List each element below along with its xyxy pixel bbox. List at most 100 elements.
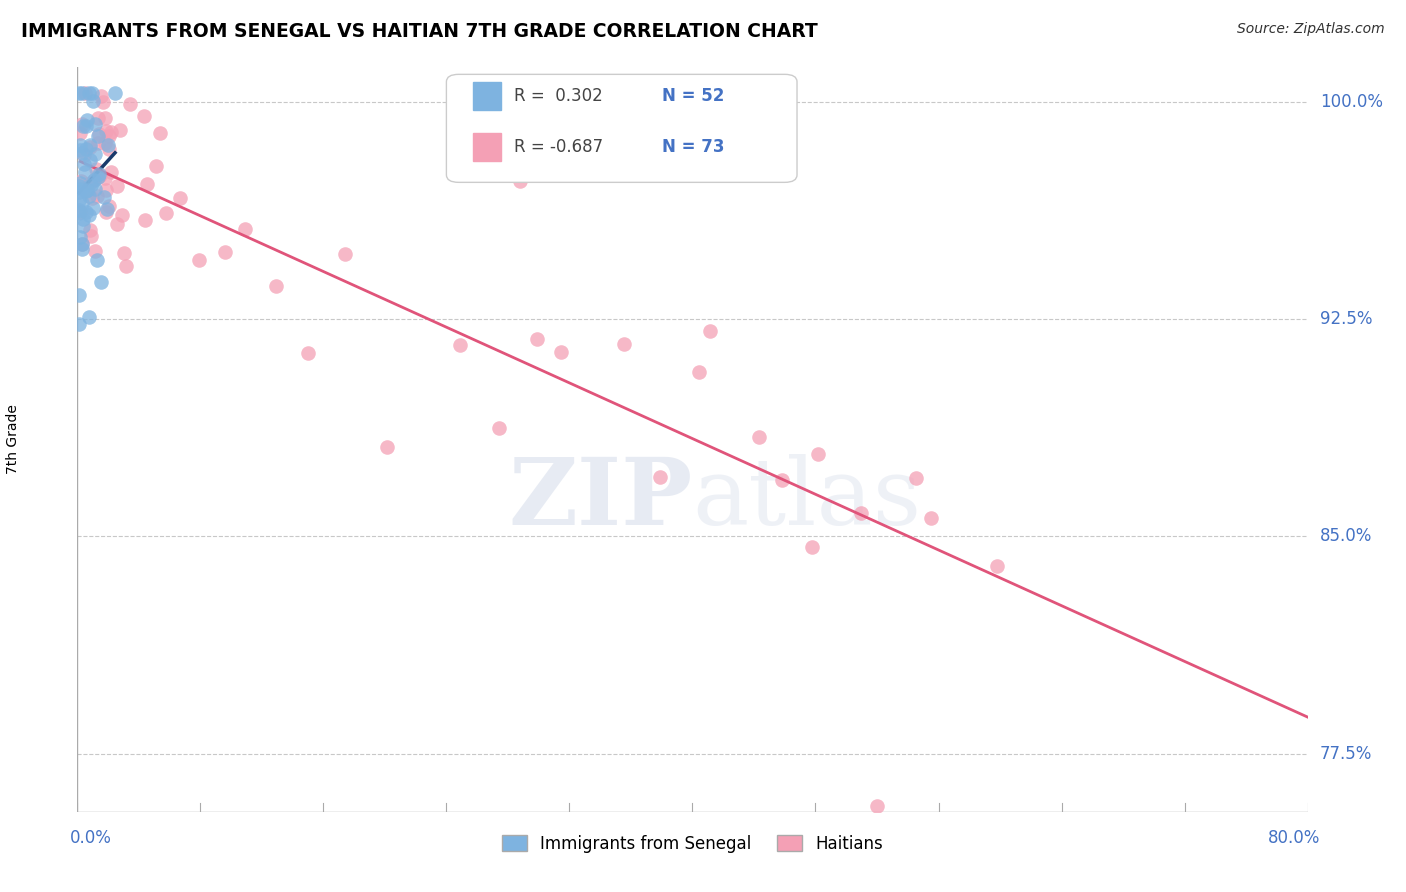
Point — [214, 245, 236, 260]
Point — [77, 86, 100, 100]
Point — [87, 170, 110, 185]
Point — [97, 199, 120, 213]
Text: N = 73: N = 73 — [662, 138, 724, 156]
FancyBboxPatch shape — [474, 82, 501, 110]
Point — [80, 229, 103, 244]
Point — [79, 310, 101, 325]
Point — [134, 213, 156, 227]
Point — [488, 420, 510, 434]
Point — [75, 86, 97, 100]
Point — [75, 142, 97, 156]
Point — [111, 208, 134, 222]
Point — [83, 173, 105, 187]
Point — [135, 177, 157, 191]
Point — [79, 223, 101, 237]
Point — [79, 176, 101, 190]
Text: 0.0%: 0.0% — [70, 829, 111, 847]
Point — [87, 111, 110, 125]
Point — [70, 117, 93, 131]
Point — [70, 86, 93, 100]
Point — [509, 174, 531, 188]
Point — [67, 205, 90, 219]
Text: 77.5%: 77.5% — [1320, 745, 1372, 763]
Text: 85.0%: 85.0% — [1320, 527, 1372, 545]
Point — [118, 97, 141, 112]
Point — [69, 177, 91, 191]
Point — [67, 86, 90, 100]
Point — [75, 119, 97, 133]
FancyBboxPatch shape — [474, 133, 501, 161]
Point — [93, 190, 115, 204]
Text: atlas: atlas — [693, 454, 922, 544]
Point — [84, 162, 107, 177]
Point — [375, 440, 398, 454]
Point — [851, 506, 873, 520]
Point — [188, 252, 211, 267]
Point — [115, 259, 138, 273]
Point — [94, 183, 117, 197]
Point — [70, 236, 93, 251]
Point — [145, 160, 167, 174]
Point — [986, 558, 1008, 573]
Point — [648, 470, 671, 484]
Point — [86, 136, 108, 150]
Point — [613, 336, 636, 351]
Point — [73, 165, 96, 179]
Text: R = -0.687: R = -0.687 — [515, 138, 603, 156]
Point — [69, 138, 91, 153]
Point — [67, 202, 90, 217]
Point — [83, 244, 105, 259]
Point — [69, 205, 91, 219]
Point — [297, 346, 319, 360]
Point — [104, 86, 127, 100]
Point — [526, 332, 548, 346]
Point — [87, 129, 110, 144]
Point — [84, 117, 107, 131]
Point — [94, 136, 117, 150]
Point — [67, 317, 90, 331]
Point — [73, 157, 96, 171]
Point — [688, 365, 710, 379]
Point — [266, 279, 288, 293]
Point — [94, 171, 117, 186]
Point — [70, 242, 93, 256]
Point — [904, 470, 927, 484]
Point — [67, 288, 90, 302]
Point — [149, 126, 172, 140]
Point — [94, 112, 117, 126]
Point — [80, 178, 103, 193]
Text: IMMIGRANTS FROM SENEGAL VS HAITIAN 7TH GRADE CORRELATION CHART: IMMIGRANTS FROM SENEGAL VS HAITIAN 7TH G… — [21, 22, 818, 41]
Text: 100.0%: 100.0% — [1320, 93, 1384, 111]
Point — [90, 275, 112, 289]
Text: 80.0%: 80.0% — [1267, 829, 1320, 847]
Legend: Immigrants from Senegal, Haitians: Immigrants from Senegal, Haitians — [495, 828, 890, 859]
Point — [169, 191, 191, 205]
Point — [79, 137, 101, 152]
Point — [77, 207, 100, 221]
FancyBboxPatch shape — [447, 74, 797, 182]
Point — [100, 164, 122, 178]
Point — [72, 120, 94, 134]
Point — [920, 510, 942, 524]
Point — [94, 123, 117, 137]
Point — [79, 153, 101, 167]
Point — [105, 217, 128, 231]
Point — [96, 202, 118, 216]
Point — [84, 182, 107, 196]
Text: R =  0.302: R = 0.302 — [515, 87, 603, 105]
Point — [132, 109, 155, 123]
Point — [80, 86, 103, 100]
Point — [76, 183, 98, 197]
Point — [89, 169, 111, 183]
Point — [67, 186, 90, 200]
Point — [86, 252, 108, 267]
Point — [449, 338, 471, 352]
Point — [80, 191, 103, 205]
Point — [94, 205, 117, 219]
Point — [82, 95, 104, 109]
Text: Source: ZipAtlas.com: Source: ZipAtlas.com — [1237, 22, 1385, 37]
Point — [333, 247, 356, 261]
Point — [807, 447, 830, 461]
Point — [70, 145, 93, 160]
Point — [69, 143, 91, 157]
